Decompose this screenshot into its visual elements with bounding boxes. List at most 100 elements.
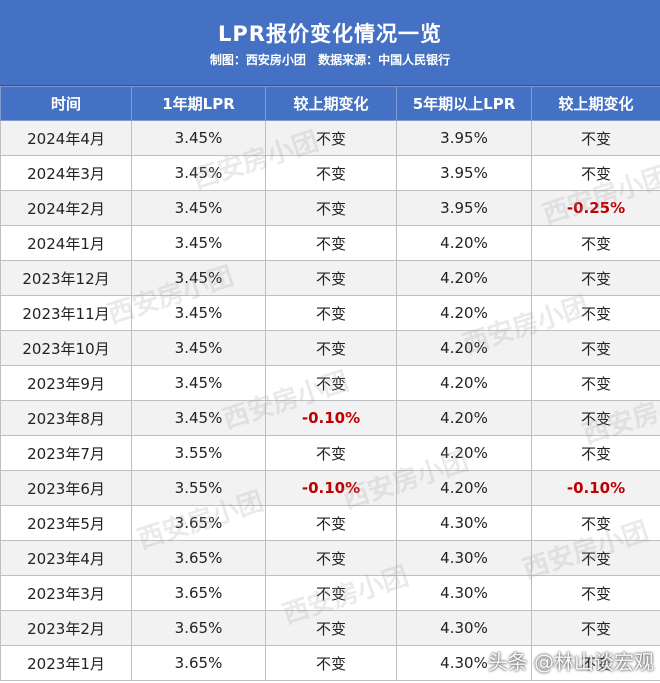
cell-change-5y: 不变 <box>531 540 660 576</box>
table-row: 2023年2月 3.65% 不变 4.30% 不变 <box>0 610 660 646</box>
cell-change-5y: 不变 <box>531 645 660 681</box>
cell-change-1y: 不变 <box>265 330 397 366</box>
cell-change-1y: 不变 <box>265 505 397 541</box>
cell-lpr-1y: 3.45% <box>131 295 266 331</box>
cell-change-1y: 不变 <box>265 295 397 331</box>
cell-change-5y: 不变 <box>531 330 660 366</box>
cell-lpr-5y: 4.30% <box>396 505 532 541</box>
table-row: 2024年2月 3.45% 不变 3.95% -0.25% <box>0 190 660 226</box>
col-header-lpr-1y: 1年期LPR <box>131 86 266 121</box>
cell-date: 2023年1月 <box>0 645 132 681</box>
cell-date: 2023年6月 <box>0 470 132 506</box>
cell-date: 2023年9月 <box>0 365 132 401</box>
cell-change-5y: 不变 <box>531 505 660 541</box>
cell-date: 2023年4月 <box>0 540 132 576</box>
cell-change-1y: 不变 <box>265 225 397 261</box>
cell-date: 2023年7月 <box>0 435 132 471</box>
col-header-lpr-5y: 5年期以上LPR <box>396 86 532 121</box>
cell-lpr-1y: 3.45% <box>131 120 266 156</box>
cell-lpr-1y: 3.45% <box>131 330 266 366</box>
cell-lpr-5y: 4.30% <box>396 610 532 646</box>
cell-lpr-5y: 4.20% <box>396 365 532 401</box>
cell-change-5y: 不变 <box>531 155 660 191</box>
cell-lpr-1y: 3.45% <box>131 190 266 226</box>
table-row: 2023年5月 3.65% 不变 4.30% 不变 <box>0 505 660 541</box>
cell-change-1y: 不变 <box>265 260 397 296</box>
table-header-row: 时间 1年期LPR 较上期变化 5年期以上LPR 较上期变化 <box>0 86 660 121</box>
cell-change-5y: -0.25% <box>531 190 660 226</box>
cell-change-1y: -0.10% <box>265 400 397 436</box>
col-header-change-1y: 较上期变化 <box>265 86 397 121</box>
cell-date: 2024年4月 <box>0 120 132 156</box>
page-title: LPR报价变化情况一览 <box>218 22 442 46</box>
author-label: 制图：西安房小团 <box>209 53 306 67</box>
cell-change-5y: 不变 <box>531 400 660 436</box>
cell-lpr-5y: 3.95% <box>396 155 532 191</box>
credit-watermark: 头条 @林山谈宏观 <box>487 650 654 674</box>
cell-date: 2023年5月 <box>0 505 132 541</box>
cell-lpr-5y: 3.95% <box>396 120 532 156</box>
cell-change-1y: 不变 <box>265 435 397 471</box>
cell-lpr-5y: 4.20% <box>396 260 532 296</box>
cell-date: 2024年2月 <box>0 190 132 226</box>
cell-change-1y: 不变 <box>265 575 397 611</box>
cell-lpr-5y: 4.20% <box>396 470 532 506</box>
cell-lpr-5y: 4.30% <box>396 645 532 681</box>
cell-change-1y: 不变 <box>265 155 397 191</box>
cell-change-1y: 不变 <box>265 120 397 156</box>
cell-lpr-1y: 3.55% <box>131 435 266 471</box>
cell-lpr-5y: 3.95% <box>396 190 532 226</box>
table-row: 2023年1月 3.65% 不变 4.30% 不变 <box>0 645 660 681</box>
cell-lpr-1y: 3.45% <box>131 260 266 296</box>
cell-lpr-5y: 4.30% <box>396 575 532 611</box>
cell-change-5y: 不变 <box>531 295 660 331</box>
cell-date: 2023年12月 <box>0 260 132 296</box>
cell-lpr-5y: 4.20% <box>396 295 532 331</box>
cell-lpr-1y: 3.65% <box>131 610 266 646</box>
lpr-table: 时间 1年期LPR 较上期变化 5年期以上LPR 较上期变化 2024年4月 3.… <box>0 86 660 681</box>
cell-lpr-1y: 3.65% <box>131 505 266 541</box>
table-row: 2024年1月 3.45% 不变 4.20% 不变 <box>0 225 660 261</box>
cell-change-1y: 不变 <box>265 190 397 226</box>
table-row: 2024年3月 3.45% 不变 3.95% 不变 <box>0 155 660 191</box>
cell-change-5y: 不变 <box>531 120 660 156</box>
cell-date: 2023年2月 <box>0 610 132 646</box>
table-row: 2024年4月 3.45% 不变 3.95% 不变 <box>0 120 660 156</box>
cell-date: 2023年3月 <box>0 575 132 611</box>
table-row: 2023年4月 3.65% 不变 4.30% 不变 <box>0 540 660 576</box>
cell-change-5y: 不变 <box>531 365 660 401</box>
cell-lpr-1y: 3.65% <box>131 575 266 611</box>
cell-change-1y: 不变 <box>265 365 397 401</box>
cell-change-5y: -0.10% <box>531 470 660 506</box>
cell-change-5y: 不变 <box>531 610 660 646</box>
source-label: 数据来源：中国人民银行 <box>318 53 451 67</box>
cell-lpr-1y: 3.45% <box>131 400 266 436</box>
cell-date: 2023年8月 <box>0 400 132 436</box>
cell-change-1y: 不变 <box>265 610 397 646</box>
cell-lpr-1y: 3.55% <box>131 470 266 506</box>
cell-date: 2024年3月 <box>0 155 132 191</box>
table-row: 2023年7月 3.55% 不变 4.20% 不变 <box>0 435 660 471</box>
table-row: 2023年6月 3.55% -0.10% 4.20% -0.10% <box>0 470 660 506</box>
cell-lpr-5y: 4.20% <box>396 225 532 261</box>
table-row: 2023年12月 3.45% 不变 4.20% 不变 <box>0 260 660 296</box>
page-subtitle: 制图：西安房小团 数据来源：中国人民银行 <box>0 51 660 68</box>
cell-lpr-1y: 3.65% <box>131 540 266 576</box>
cell-date: 2024年1月 <box>0 225 132 261</box>
cell-date: 2023年11月 <box>0 295 132 331</box>
table-row: 2023年3月 3.65% 不变 4.30% 不变 <box>0 575 660 611</box>
cell-lpr-5y: 4.20% <box>396 435 532 471</box>
table-body: 2024年4月 3.45% 不变 3.95% 不变 2024年3月 3.45% 不变 3.95%… <box>0 120 660 681</box>
table-row: 2023年10月 3.45% 不变 4.20% 不变 <box>0 330 660 366</box>
cell-change-5y: 不变 <box>531 435 660 471</box>
cell-lpr-5y: 4.20% <box>396 330 532 366</box>
cell-change-1y: 不变 <box>265 540 397 576</box>
table-row: 2023年8月 3.45% -0.10% 4.20% 不变 <box>0 400 660 436</box>
table-row: 2023年11月 3.45% 不变 4.20% 不变 <box>0 295 660 331</box>
table-header-banner: LPR报价变化情况一览 制图：西安房小团 数据来源：中国人民银行 <box>0 0 660 86</box>
col-header-date: 时间 <box>0 86 132 121</box>
cell-lpr-1y: 3.45% <box>131 365 266 401</box>
cell-date: 2023年10月 <box>0 330 132 366</box>
cell-change-5y: 不变 <box>531 260 660 296</box>
cell-lpr-1y: 3.65% <box>131 645 266 681</box>
